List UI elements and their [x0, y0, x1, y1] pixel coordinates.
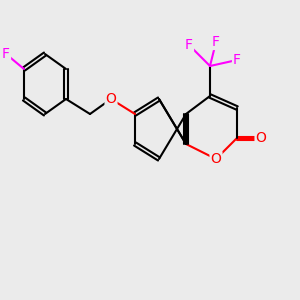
- Text: F: F: [2, 47, 10, 61]
- Text: F: F: [233, 53, 241, 67]
- Text: F: F: [212, 35, 220, 49]
- Text: O: O: [211, 152, 221, 166]
- Text: O: O: [106, 92, 116, 106]
- Text: F: F: [185, 38, 193, 52]
- Text: O: O: [256, 131, 266, 145]
